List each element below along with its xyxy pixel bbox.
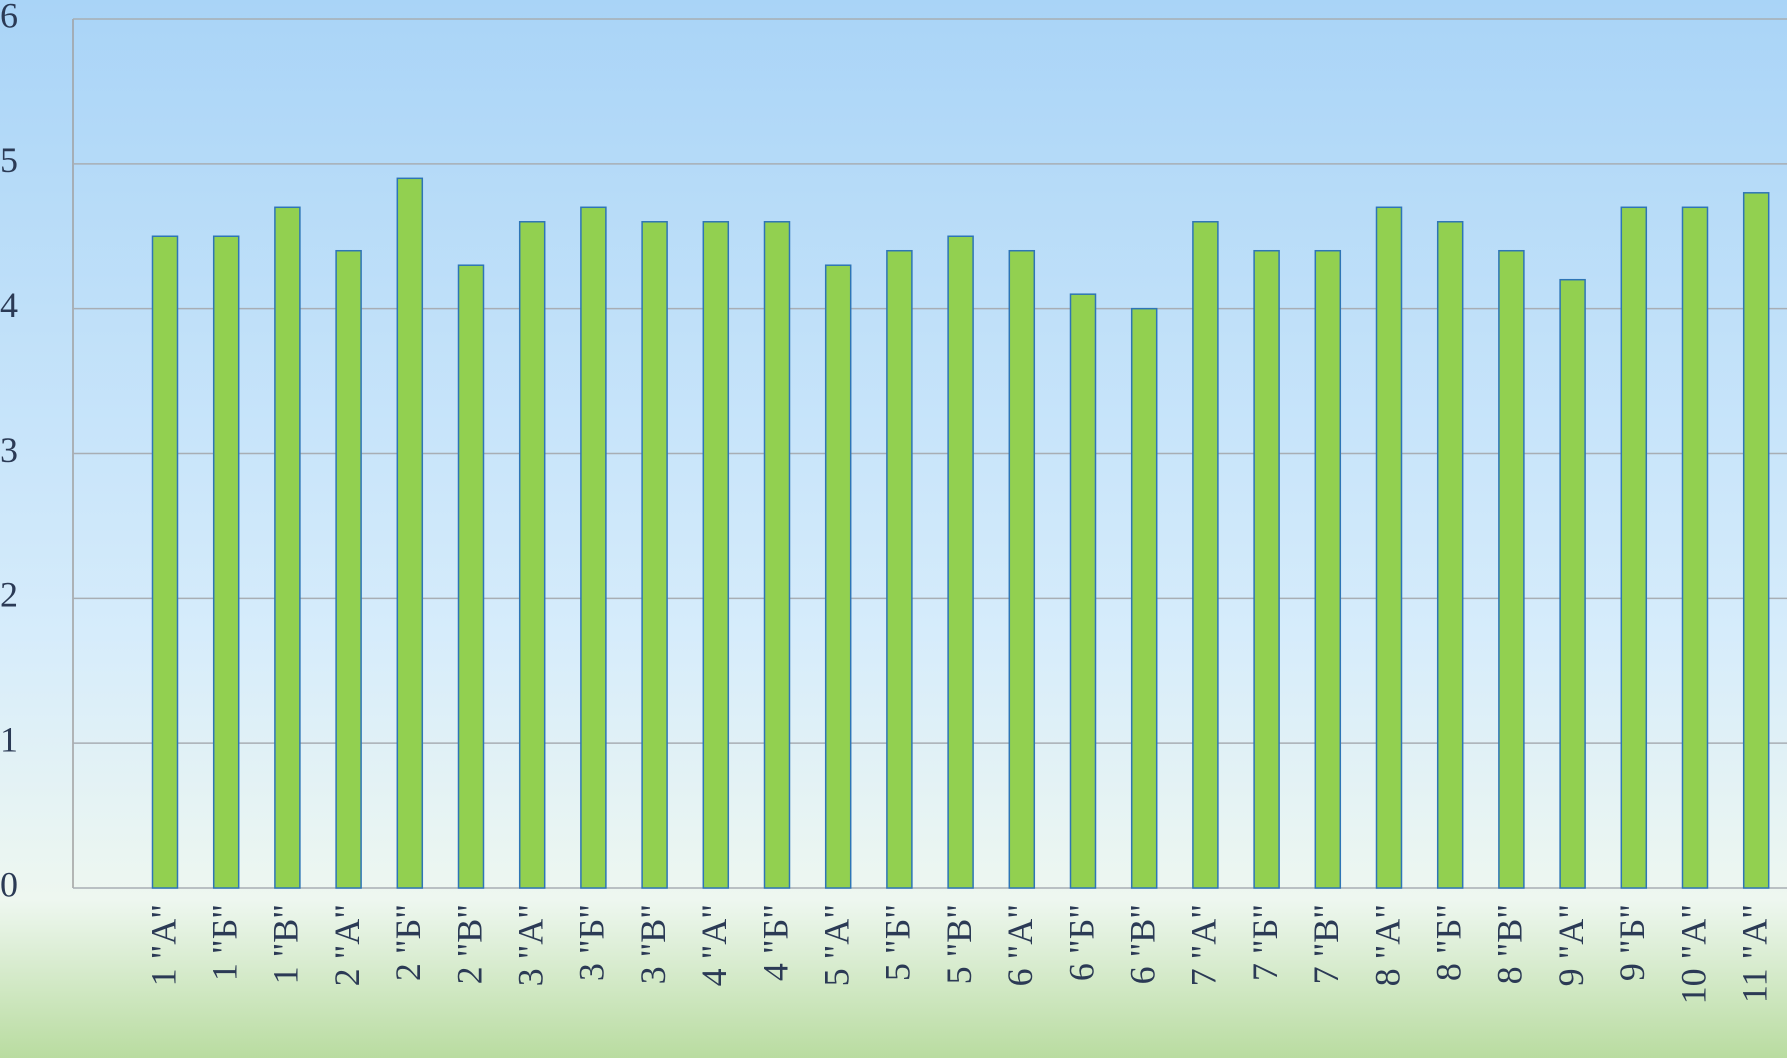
x-tick-label: 8 "Б" <box>1428 904 1468 981</box>
bar <box>702 221 730 889</box>
y-tick-label: 2 <box>0 575 18 615</box>
x-tick-label: 3 "В" <box>633 904 673 984</box>
bar <box>212 235 240 889</box>
bar <box>1375 206 1403 889</box>
x-tick-label: 5 "В" <box>939 904 979 984</box>
x-tick-label: 4 "Б" <box>755 904 795 981</box>
bar <box>763 221 791 889</box>
y-tick-label: 6 <box>0 0 18 35</box>
x-tick-label: 5 "А" <box>816 904 856 986</box>
bar <box>335 249 362 889</box>
bar <box>1681 206 1709 889</box>
x-tick-label: 9 "А" <box>1551 904 1591 986</box>
y-tick-label: 5 <box>0 140 18 180</box>
x-tick-label: 8 "А" <box>1367 904 1407 986</box>
bar <box>824 264 852 889</box>
x-tick-label: 2 "Б" <box>388 904 428 981</box>
y-tick-label: 0 <box>0 864 18 904</box>
x-tick-label: 3 "Б" <box>572 904 612 981</box>
x-tick-label: 7 "Б" <box>1245 904 1285 981</box>
x-tick-label: 2 "В" <box>449 904 489 984</box>
x-tick-label: 7 "В" <box>1306 904 1346 984</box>
x-tick-label: 6 "В" <box>1122 904 1162 984</box>
bar <box>1253 249 1280 889</box>
x-tick-label: 1 "А" <box>143 904 183 986</box>
bar <box>1436 221 1464 889</box>
bar <box>396 177 424 889</box>
bar <box>641 221 668 889</box>
x-tick-label: 7 "А" <box>1184 904 1224 986</box>
x-tick-label: 5 "Б" <box>878 904 918 981</box>
bar <box>886 249 913 889</box>
x-tick-label: 10 "А" <box>1673 904 1713 1004</box>
bar <box>457 264 485 889</box>
x-tick-label: 3 "А" <box>510 904 550 986</box>
x-tick-label: 1 "Б" <box>204 904 244 981</box>
bar <box>580 206 607 889</box>
bar <box>1192 221 1219 889</box>
bar <box>1314 249 1342 889</box>
bar <box>1498 249 1525 889</box>
bar <box>1742 192 1770 889</box>
y-tick-label: 1 <box>0 719 18 759</box>
x-tick-label: 6 "Б" <box>1061 904 1101 981</box>
bar <box>1008 249 1036 889</box>
y-tick-label: 3 <box>0 430 18 470</box>
x-tick-label: 1 "В" <box>266 904 306 984</box>
bar <box>1069 293 1097 889</box>
bar <box>274 206 301 889</box>
bar <box>1559 278 1586 889</box>
x-tick-label: 9 "Б" <box>1612 904 1652 981</box>
bar <box>1130 307 1158 889</box>
bar <box>1620 206 1648 889</box>
bar <box>151 235 179 889</box>
bar <box>518 221 546 889</box>
x-tick-label: 4 "А" <box>694 904 734 986</box>
x-tick-label: 6 "А" <box>1000 904 1040 986</box>
y-tick-label: 4 <box>0 285 18 325</box>
bar <box>947 235 974 889</box>
x-tick-label: 11 "А" <box>1734 904 1774 1003</box>
x-tick-label: 2 "А" <box>327 904 367 986</box>
x-tick-label: 8 "В" <box>1490 904 1530 984</box>
